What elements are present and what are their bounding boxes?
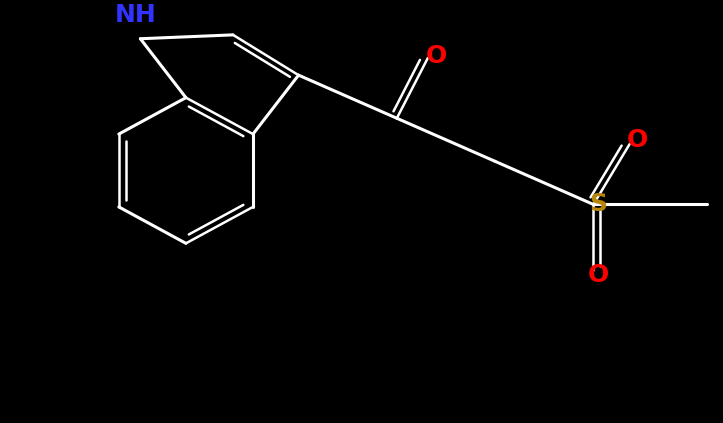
Text: O: O: [588, 264, 609, 287]
Text: NH: NH: [114, 3, 156, 27]
Text: S: S: [589, 192, 607, 217]
Text: O: O: [425, 44, 447, 68]
Text: O: O: [627, 128, 649, 152]
